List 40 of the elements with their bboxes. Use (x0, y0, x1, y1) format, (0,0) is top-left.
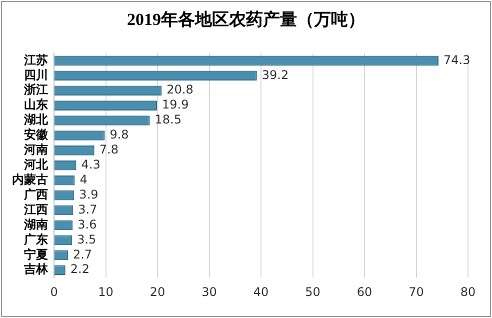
y-tick-label: 宁夏 (24, 247, 48, 262)
y-tick-label: 山东 (24, 98, 48, 112)
y-tick-label: 内蒙古 (12, 172, 48, 186)
x-tick-label: 70 (408, 284, 424, 299)
data-label: 3.6 (78, 217, 97, 232)
data-label: 39.2 (262, 68, 289, 82)
data-label: 20.8 (166, 82, 194, 97)
y-tick-label: 江西 (23, 202, 48, 216)
data-label: 3.5 (77, 232, 96, 246)
data-label: 9.8 (110, 128, 129, 142)
y-tick-label: 湖北 (23, 112, 49, 127)
x-tick-label: 20 (150, 284, 166, 299)
data-label: 2.7 (72, 247, 92, 262)
y-tick-label: 河北 (23, 158, 49, 172)
x-tick-label: 0 (50, 284, 58, 299)
data-label: 19.9 (162, 98, 189, 112)
x-tick-label: 30 (202, 284, 217, 299)
y-tick-label: 广东 (23, 232, 48, 246)
data-label: 4.3 (81, 158, 100, 172)
y-tick-label: 江苏 (23, 52, 48, 67)
data-label: 4 (80, 172, 88, 186)
y-tick-label: 吉林 (23, 262, 49, 276)
chart-title: 2019年各地区农药产量（万吨） (126, 9, 366, 31)
y-tick-label: 安徽 (24, 128, 49, 142)
x-tick-label: 40 (253, 284, 269, 299)
x-tick-label: 60 (356, 284, 372, 299)
x-tick-label: 10 (98, 284, 114, 299)
y-tick-label: 湖南 (23, 217, 48, 232)
y-tick-label: 四川 (24, 68, 48, 82)
x-tick-label: 80 (460, 284, 476, 299)
data-label: 18.5 (154, 112, 182, 127)
data-label: 74.3 (444, 52, 470, 67)
y-tick-label: 河南 (23, 142, 48, 157)
x-tick-label: 50 (305, 284, 320, 299)
y-tick-label: 浙江 (23, 82, 48, 97)
data-label: 2.2 (70, 262, 90, 276)
data-label: 3.7 (78, 202, 98, 216)
y-tick-label: 广西 (23, 187, 48, 202)
data-label: 3.9 (79, 187, 98, 202)
data-label: 7.8 (99, 142, 118, 157)
